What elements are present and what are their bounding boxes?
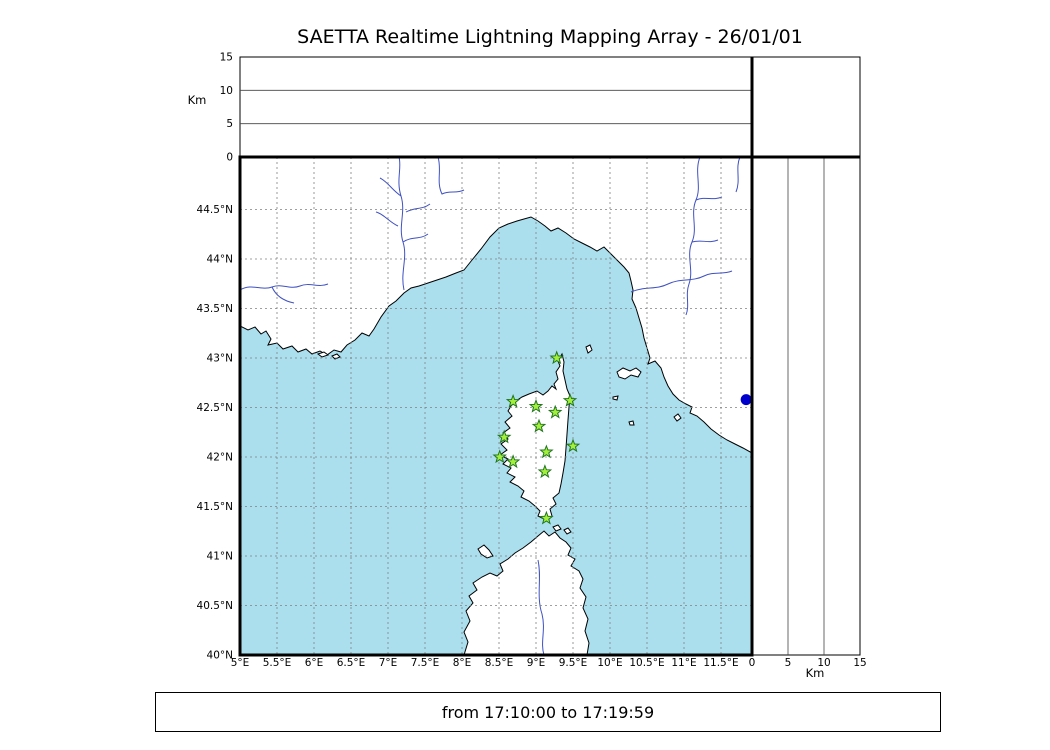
lat-tick-label: 43.5°N	[197, 303, 233, 315]
lat-tick-label: 40.5°N	[197, 600, 233, 612]
rivers	[240, 157, 741, 655]
altitude-tick-label: 15	[853, 657, 866, 669]
altitude-latitude-panel	[751, 156, 861, 656]
station-marker	[505, 393, 521, 408]
altitude-tick-label: 10	[220, 85, 233, 97]
river-line	[537, 559, 545, 655]
lon-tick-label: 5.5°E	[263, 657, 292, 669]
lon-tick-label: 6.5°E	[337, 657, 366, 669]
lon-tick-label: 7°E	[379, 657, 398, 669]
lat-tick-label: 42.5°N	[197, 402, 233, 414]
station-marker	[492, 449, 507, 464]
corsica	[499, 352, 571, 521]
river-line	[398, 157, 406, 291]
river-line	[271, 286, 295, 304]
altitude-tick-label: 5	[785, 657, 792, 669]
river-line	[402, 233, 429, 243]
lat-tick-label: 41.5°N	[197, 501, 233, 513]
altitude-longitude-gridlines	[240, 89, 752, 125]
lat-tick-label: 41°N	[207, 551, 233, 563]
altitude-tick-label: 0	[226, 152, 233, 164]
lightning-stations	[492, 350, 581, 525]
station-marker	[505, 454, 521, 469]
river-line	[437, 157, 465, 195]
altitude-tick-label: 10	[817, 657, 830, 669]
river-line	[691, 239, 719, 243]
altitude-latitude-plot-bg	[751, 156, 861, 656]
lon-tick-label: 10°E	[597, 657, 622, 669]
sardinia	[463, 530, 590, 655]
station-marker	[547, 404, 563, 419]
river-line	[735, 157, 741, 193]
lon-tick-label: 6°E	[305, 657, 324, 669]
altitude-latitude-gridlines	[787, 157, 825, 655]
river-line	[405, 203, 431, 213]
river-line	[695, 196, 723, 201]
lat-tick-label: 44.5°N	[197, 204, 233, 216]
lon-tick-label: 5°E	[231, 657, 250, 669]
elba-island	[616, 367, 642, 380]
km-axis-label: Km	[806, 666, 825, 680]
page-title: SAETTA Realtime Lightning Mapping Array …	[297, 26, 803, 48]
river-line	[375, 211, 399, 227]
river-line	[630, 270, 733, 293]
lon-tick-label: 9.5°E	[559, 657, 588, 669]
station-marker	[549, 350, 564, 365]
histogram-panel-bg	[751, 56, 861, 158]
river-line	[240, 283, 329, 291]
axis-labels: 5°E 5.5°E 6°E 6.5°E 7°E 7.5°E 8°E 8.5°E 9°E 9.5°E…	[188, 52, 867, 681]
lon-tick-label: 7.5°E	[411, 657, 440, 669]
lon-tick-label: 8.5°E	[485, 657, 514, 669]
lake-marker	[740, 394, 752, 406]
map-panel	[240, 157, 752, 655]
station-marker	[565, 438, 581, 453]
lon-tick-label: 8°E	[453, 657, 472, 669]
lon-tick-label: 11°E	[671, 657, 696, 669]
altitude-longitude-plot-bg	[239, 56, 753, 158]
station-marker	[537, 464, 553, 479]
time-range-box: from 17:10:00 to 17:19:59	[155, 692, 941, 732]
altitude-tick-label: 0	[749, 657, 756, 669]
lon-tick-label: 10.5°E	[629, 657, 664, 669]
altitude-longitude-panel	[239, 56, 753, 158]
station-marker	[496, 429, 512, 444]
land-group	[240, 157, 752, 655]
altitude-tick-label: 5	[226, 118, 233, 130]
lat-tick-label: 42°N	[207, 452, 233, 464]
small-islands	[316, 344, 682, 559]
river-line	[379, 177, 402, 197]
map-gridlines	[240, 157, 752, 655]
lat-tick-label: 43°N	[207, 353, 233, 365]
lat-tick-label: 40°N	[207, 650, 233, 662]
station-marker	[528, 398, 544, 413]
station-marker	[562, 392, 578, 407]
station-marker	[539, 510, 554, 525]
lon-tick-label: 11.5°E	[703, 657, 738, 669]
altitude-tick-label: 15	[220, 52, 233, 64]
time-range-text: from 17:10:00 to 17:19:59	[441, 702, 655, 722]
lon-tick-label: 9°E	[527, 657, 546, 669]
station-marker	[539, 444, 554, 459]
lat-tick-label: 44°N	[207, 254, 233, 266]
km-axis-label: Km	[188, 93, 207, 107]
station-marker	[531, 418, 547, 433]
